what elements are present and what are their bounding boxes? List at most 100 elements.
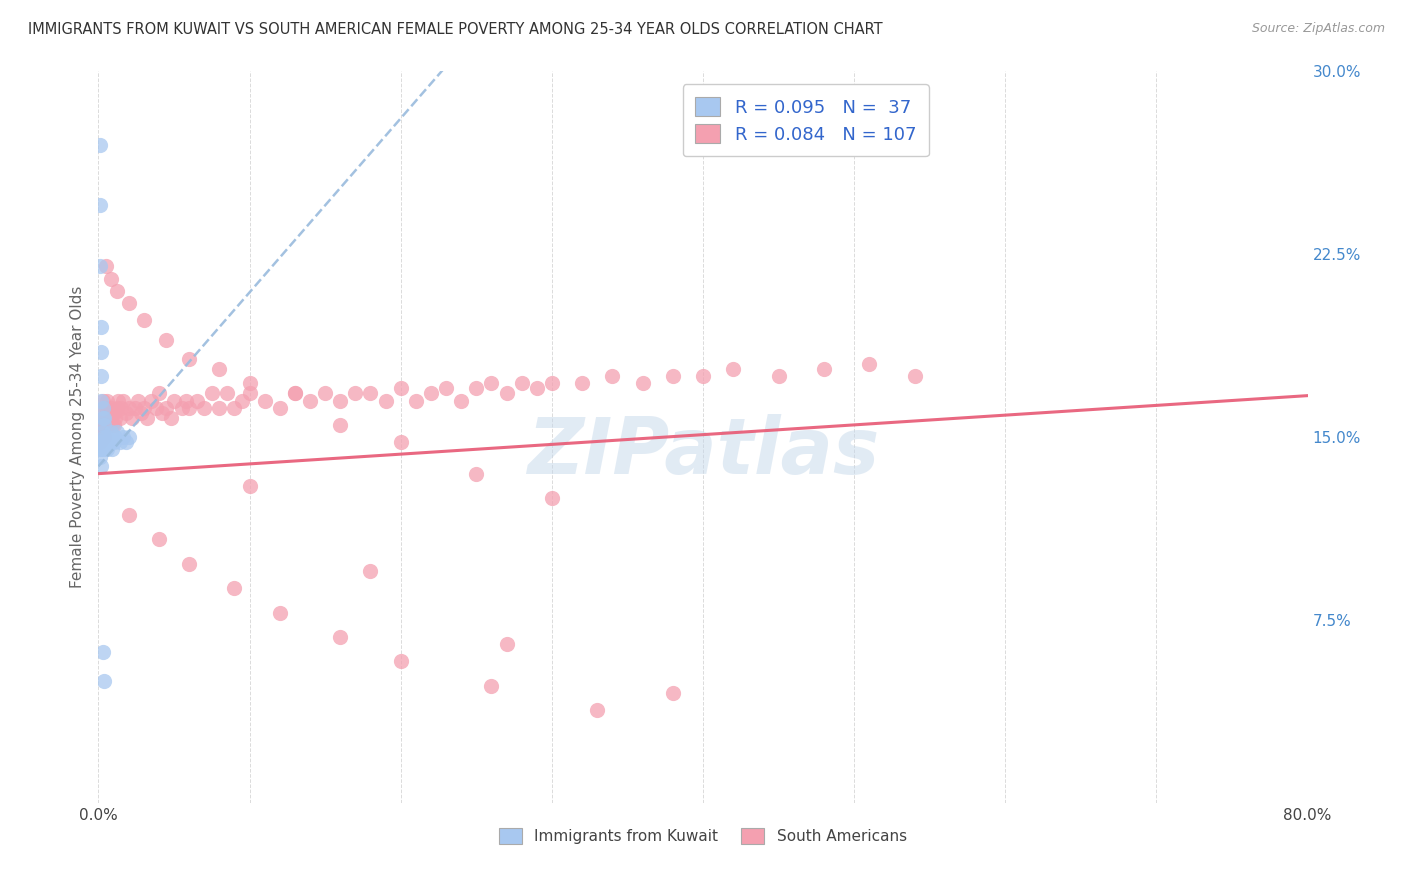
Point [91,393,114,408]
Y-axis label: Female Poverty Among 25-34 Year Olds: Female Poverty Among 25-34 Year Olds [69,286,84,588]
Point [150,406,173,420]
Point [768,369,790,384]
Point [239,479,262,493]
Point [118,296,141,310]
Point [90,406,112,420]
Point [526,381,548,395]
Text: ZIPatlas: ZIPatlas [527,414,879,490]
Point [465,467,488,481]
Point [110,401,132,415]
Point [105,425,128,440]
Point [108,434,131,449]
Point [179,352,201,367]
Point [420,386,443,401]
Point [344,386,367,401]
Point [98,434,121,449]
Point [692,369,714,384]
Point [269,606,291,620]
Point [90,344,112,359]
Point [481,376,503,391]
Point [135,410,157,425]
Point [571,376,593,391]
Point [284,386,307,401]
Point [239,386,262,401]
Point [89,434,111,449]
Point [329,417,352,432]
Point [93,673,115,688]
Point [104,410,127,425]
Point [111,430,134,444]
Point [94,434,117,449]
Point [360,386,382,401]
Point [231,393,253,408]
Point [105,401,128,415]
Point [93,430,115,444]
Point [96,406,118,420]
Point [91,425,114,440]
Point [93,430,115,444]
Point [284,386,307,401]
Point [101,417,124,432]
Point [89,434,111,449]
Point [100,401,122,415]
Point [389,434,412,449]
Point [661,686,683,700]
Point [90,442,112,457]
Point [93,410,115,425]
Point [170,401,193,415]
Point [631,376,654,391]
Point [186,393,208,408]
Point [201,386,224,401]
Point [215,386,238,401]
Point [91,401,114,415]
Point [91,442,114,457]
Point [94,417,117,432]
Point [89,260,111,274]
Text: IMMIGRANTS FROM KUWAIT VS SOUTH AMERICAN FEMALE POVERTY AMONG 25-34 YEAR OLDS CO: IMMIGRANTS FROM KUWAIT VS SOUTH AMERICAN… [28,22,883,37]
Point [93,410,115,425]
Point [90,393,112,408]
Point [132,401,155,415]
Point [389,654,412,668]
Point [586,703,609,717]
Point [141,393,163,408]
Point [813,361,835,376]
Point [104,430,127,444]
Point [174,393,197,408]
Point [329,393,352,408]
Point [540,376,562,391]
Point [89,198,111,212]
Point [90,434,112,449]
Point [148,533,170,547]
Point [91,410,114,425]
Point [239,376,262,391]
Point [155,333,177,347]
Point [450,393,472,408]
Point [100,425,122,440]
Point [96,393,118,408]
Point [90,369,112,384]
Point [96,442,118,457]
Point [163,393,186,408]
Point [540,491,562,505]
Point [208,401,231,415]
Point [89,137,111,152]
Point [224,581,246,595]
Point [121,410,143,425]
Point [723,361,745,376]
Point [148,386,170,401]
Point [314,386,336,401]
Point [118,508,141,522]
Point [155,401,177,415]
Point [481,679,503,693]
Legend: Immigrants from Kuwait, South Americans: Immigrants from Kuwait, South Americans [494,822,912,850]
Point [160,410,183,425]
Point [91,417,114,432]
Point [103,406,125,420]
Point [661,369,683,384]
Point [224,401,246,415]
Point [108,410,131,425]
Point [105,284,128,298]
Point [510,376,533,391]
Point [179,401,201,415]
